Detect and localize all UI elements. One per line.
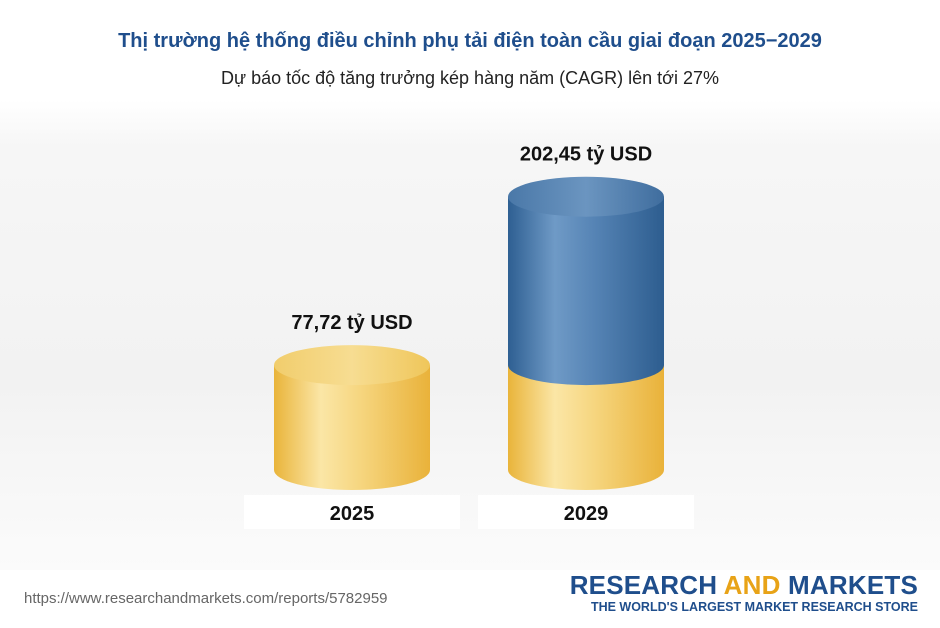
chart-area: 2025 2029 77,72 tỷ USD 202,45 tỷ USD — [0, 100, 940, 570]
chart-subtitle: Dự báo tốc độ tăng trưởng kép hàng năm (… — [221, 68, 719, 88]
value-label-2029: 202,45 tỷ USD — [520, 144, 652, 166]
brand-name-part3: MARKETS — [780, 570, 918, 600]
value-label-2025: 77,72 tỷ USD — [291, 312, 412, 334]
category-box-2025 — [244, 495, 460, 529]
brand-tagline: THE WORLD'S LARGEST MARKET RESEARCH STOR… — [590, 600, 918, 614]
category-label-2025: 2025 — [330, 503, 375, 525]
category-box-2029 — [478, 495, 694, 529]
brand-name-part1: RESEARCH — [569, 570, 724, 600]
brand-name: RESEARCH AND MARKETS — [570, 571, 918, 599]
cylinder-chart: 2025 2029 77,72 tỷ USD 202,45 tỷ USD — [244, 144, 694, 529]
bar-2029-growth-segment — [508, 196, 664, 386]
bar-2025-side — [274, 365, 430, 490]
chart-title: Thị trường hệ thống điều chỉnh phụ tải đ… — [118, 30, 822, 52]
brand-name-accent: AND — [723, 570, 781, 600]
source-url[interactable]: https://www.researchandmarkets.com/repor… — [24, 590, 388, 607]
category-label-2029: 2029 — [564, 503, 609, 525]
bar-2025-top — [274, 345, 430, 386]
brand-logo: RESEARCH AND MARKETS THE WORLD'S LARGEST… — [570, 571, 918, 615]
bar-2029-top — [508, 176, 664, 217]
bar-2029-base-segment — [508, 365, 664, 490]
